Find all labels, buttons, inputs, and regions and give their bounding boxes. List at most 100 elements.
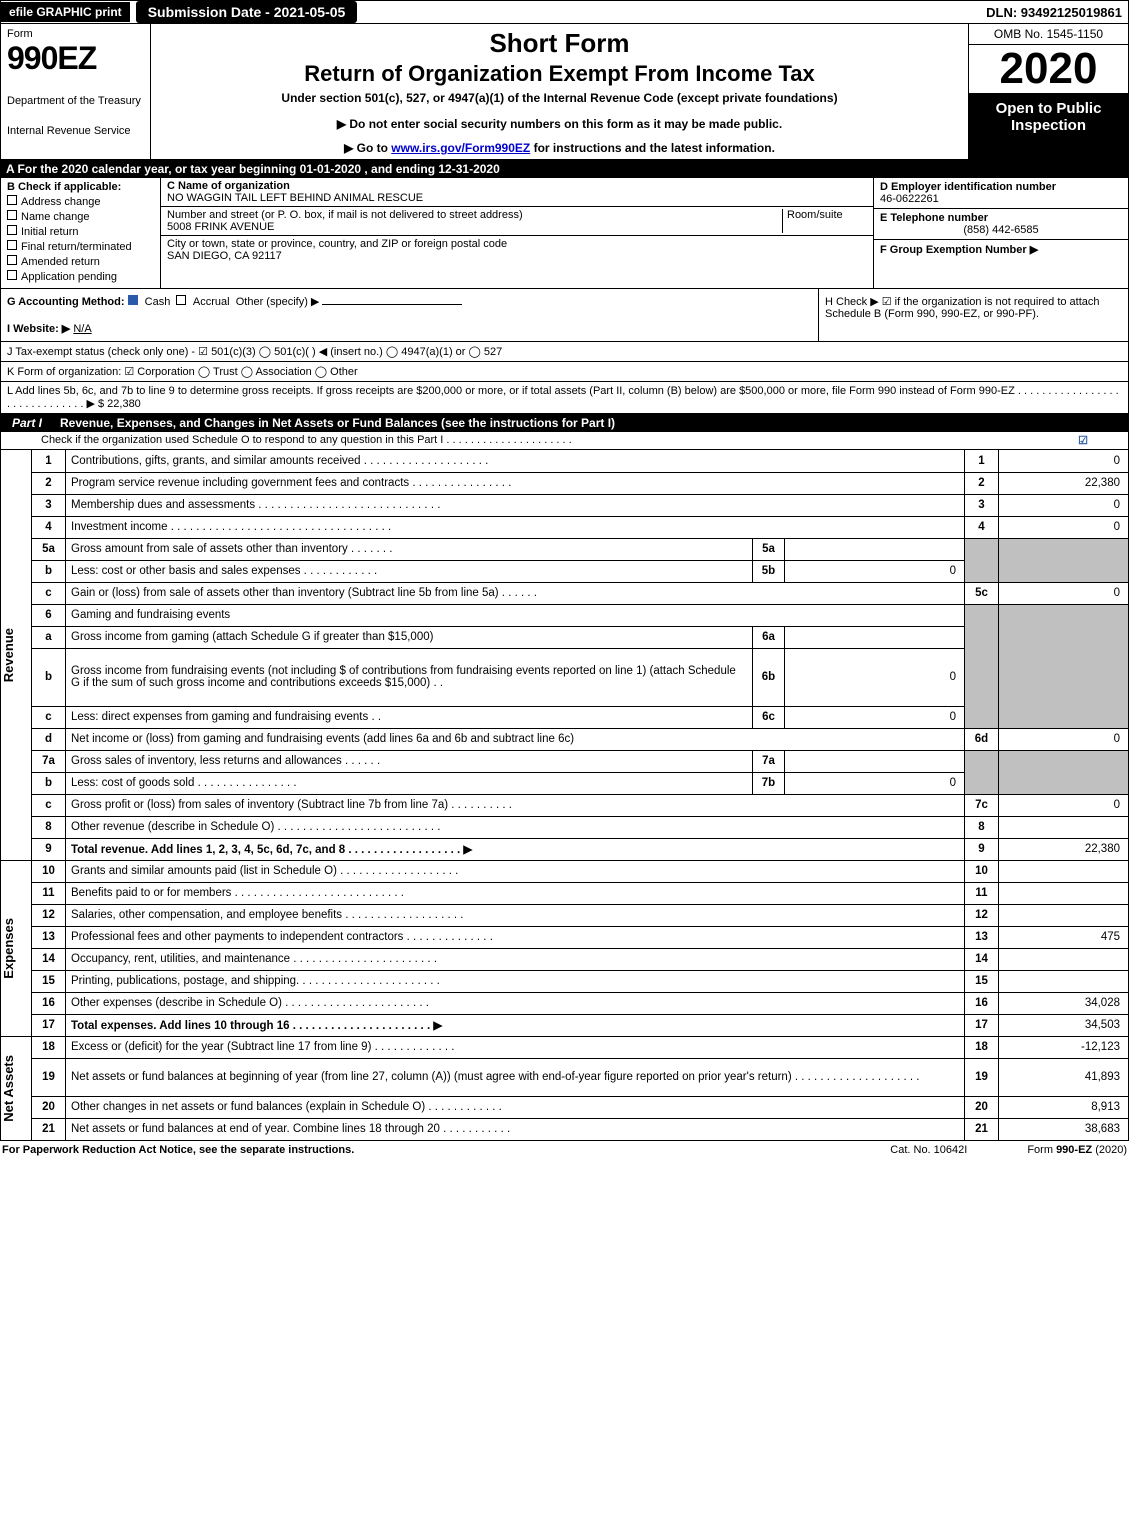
chk-name-change[interactable] bbox=[7, 210, 17, 220]
l16-desc: Other expenses (describe in Schedule O) … bbox=[66, 992, 965, 1014]
l10-val bbox=[999, 860, 1129, 882]
l18-val: -12,123 bbox=[999, 1036, 1129, 1058]
ssn-warning: ▶ Do not enter social security numbers o… bbox=[157, 117, 962, 131]
l6-num: 6 bbox=[32, 604, 66, 626]
side-revenue: Revenue bbox=[1, 628, 16, 682]
l6a-num: a bbox=[32, 626, 66, 648]
tel-hdr: E Telephone number bbox=[880, 212, 988, 224]
return-title: Return of Organization Exempt From Incom… bbox=[157, 61, 962, 87]
org-address: 5008 FRINK AVENUE bbox=[167, 221, 274, 233]
l7c-val: 0 bbox=[999, 794, 1129, 816]
l6-desc: Gaming and fundraising events bbox=[66, 604, 965, 626]
chk-accrual[interactable] bbox=[176, 295, 186, 305]
line-3: 3 Membership dues and assessments . . . … bbox=[1, 494, 1129, 516]
period-bar: A For the 2020 calendar year, or tax yea… bbox=[0, 160, 1129, 178]
part1-sub-text: Check if the organization used Schedule … bbox=[41, 434, 572, 447]
website-label: I Website: ▶ bbox=[7, 323, 70, 335]
line-6a: a Gross income from gaming (attach Sched… bbox=[1, 626, 1129, 648]
chk-application-pending[interactable] bbox=[7, 270, 17, 280]
l9-desc: Total revenue. Add lines 1, 2, 3, 4, 5c,… bbox=[66, 838, 965, 860]
l13-col: 13 bbox=[965, 926, 999, 948]
chk-amended-return[interactable] bbox=[7, 255, 17, 265]
lbl-final-return: Final return/terminated bbox=[21, 241, 132, 253]
irs-link[interactable]: www.irs.gov/Form990EZ bbox=[391, 141, 530, 155]
chk-cash[interactable] bbox=[128, 295, 138, 305]
line-17: 17 Total expenses. Add lines 10 through … bbox=[1, 1014, 1129, 1036]
chk-initial-return[interactable] bbox=[7, 225, 17, 235]
l10-num: 10 bbox=[32, 860, 66, 882]
dln: DLN: 93492125019861 bbox=[986, 5, 1128, 20]
dept-treasury: Department of the Treasury bbox=[7, 95, 144, 107]
l9-val: 22,380 bbox=[999, 838, 1129, 860]
header-right: OMB No. 1545-1150 2020 Open to Public In… bbox=[968, 24, 1128, 159]
go-to-link-line: ▶ Go to www.irs.gov/Form990EZ for instru… bbox=[157, 141, 962, 155]
box-g-i: G Accounting Method: Cash Accrual Other … bbox=[1, 289, 818, 341]
l5a-desc: Gross amount from sale of assets other t… bbox=[66, 538, 753, 560]
l7b-mid: 7b bbox=[753, 772, 785, 794]
l13-val: 475 bbox=[999, 926, 1129, 948]
website-value: N/A bbox=[73, 323, 91, 335]
row-g-h: G Accounting Method: Cash Accrual Other … bbox=[0, 289, 1129, 342]
lbl-amended-return: Amended return bbox=[21, 256, 100, 268]
line-11: 11 Benefits paid to or for members . . .… bbox=[1, 882, 1129, 904]
l18-col: 18 bbox=[965, 1036, 999, 1058]
l20-desc: Other changes in net assets or fund bala… bbox=[66, 1096, 965, 1118]
chk-final-return[interactable] bbox=[7, 240, 17, 250]
lbl-name-change: Name change bbox=[21, 211, 90, 223]
row-l-text: L Add lines 5b, 6c, and 7b to line 9 to … bbox=[7, 385, 1119, 410]
l5c-desc: Gain or (loss) from sale of assets other… bbox=[66, 582, 965, 604]
part1-schedule-o-check[interactable]: ☑ bbox=[1078, 434, 1088, 447]
l7b-num: b bbox=[32, 772, 66, 794]
form-label: Form bbox=[7, 28, 144, 40]
other-specify-input[interactable] bbox=[322, 304, 462, 305]
l5b-mv: 0 bbox=[785, 560, 965, 582]
part1-header: Part I Revenue, Expenses, and Changes in… bbox=[0, 414, 1129, 432]
l6b-num: b bbox=[32, 648, 66, 706]
l14-val bbox=[999, 948, 1129, 970]
part1-tab: Part I bbox=[0, 414, 54, 432]
line-7a: 7a Gross sales of inventory, less return… bbox=[1, 750, 1129, 772]
l7c-col: 7c bbox=[965, 794, 999, 816]
l4-col: 4 bbox=[965, 516, 999, 538]
line-2: 2 Program service revenue including gove… bbox=[1, 472, 1129, 494]
l12-desc: Salaries, other compensation, and employ… bbox=[66, 904, 965, 926]
line-13: 13 Professional fees and other payments … bbox=[1, 926, 1129, 948]
side-expenses: Expenses bbox=[1, 918, 16, 979]
box-h: H Check ▶ ☑ if the organization is not r… bbox=[818, 289, 1128, 341]
l3-col: 3 bbox=[965, 494, 999, 516]
efile-print-button[interactable]: efile GRAPHIC print bbox=[1, 2, 130, 22]
group-exemption-hdr: F Group Exemption Number ▶ bbox=[880, 244, 1038, 256]
c-addr-hdr: Number and street (or P. O. box, if mail… bbox=[167, 209, 523, 221]
line-6d: d Net income or (loss) from gaming and f… bbox=[1, 728, 1129, 750]
c-city-hdr: City or town, state or province, country… bbox=[167, 238, 507, 250]
l1-num: 1 bbox=[32, 450, 66, 472]
short-form: Short Form bbox=[157, 28, 962, 59]
l6c-mid: 6c bbox=[753, 706, 785, 728]
l5ab-val-shade bbox=[999, 538, 1129, 582]
l16-val: 34,028 bbox=[999, 992, 1129, 1014]
lbl-accrual: Accrual bbox=[193, 296, 230, 308]
line-12: 12 Salaries, other compensation, and emp… bbox=[1, 904, 1129, 926]
part1-sub: Check if the organization used Schedule … bbox=[0, 432, 1129, 450]
l16-col: 16 bbox=[965, 992, 999, 1014]
form-ref: Form 990-EZ (2020) bbox=[1027, 1144, 1127, 1156]
l6b-desc: Gross income from fundraising events (no… bbox=[66, 648, 753, 706]
l4-val: 0 bbox=[999, 516, 1129, 538]
line-6c: c Less: direct expenses from gaming and … bbox=[1, 706, 1129, 728]
l11-val bbox=[999, 882, 1129, 904]
l19-col: 19 bbox=[965, 1058, 999, 1096]
l15-desc: Printing, publications, postage, and shi… bbox=[66, 970, 965, 992]
submission-date: Submission Date - 2021-05-05 bbox=[136, 1, 358, 23]
l5b-mid: 5b bbox=[753, 560, 785, 582]
l5a-num: 5a bbox=[32, 538, 66, 560]
l6c-desc: Less: direct expenses from gaming and fu… bbox=[66, 706, 753, 728]
tax-year: 2020 bbox=[969, 45, 1128, 94]
l5c-col: 5c bbox=[965, 582, 999, 604]
lbl-other-specify: Other (specify) ▶ bbox=[236, 296, 320, 308]
l6c-num: c bbox=[32, 706, 66, 728]
l6d-num: d bbox=[32, 728, 66, 750]
header-center: Short Form Return of Organization Exempt… bbox=[151, 24, 968, 159]
chk-address-change[interactable] bbox=[7, 195, 17, 205]
l8-val bbox=[999, 816, 1129, 838]
l17-col: 17 bbox=[965, 1014, 999, 1036]
